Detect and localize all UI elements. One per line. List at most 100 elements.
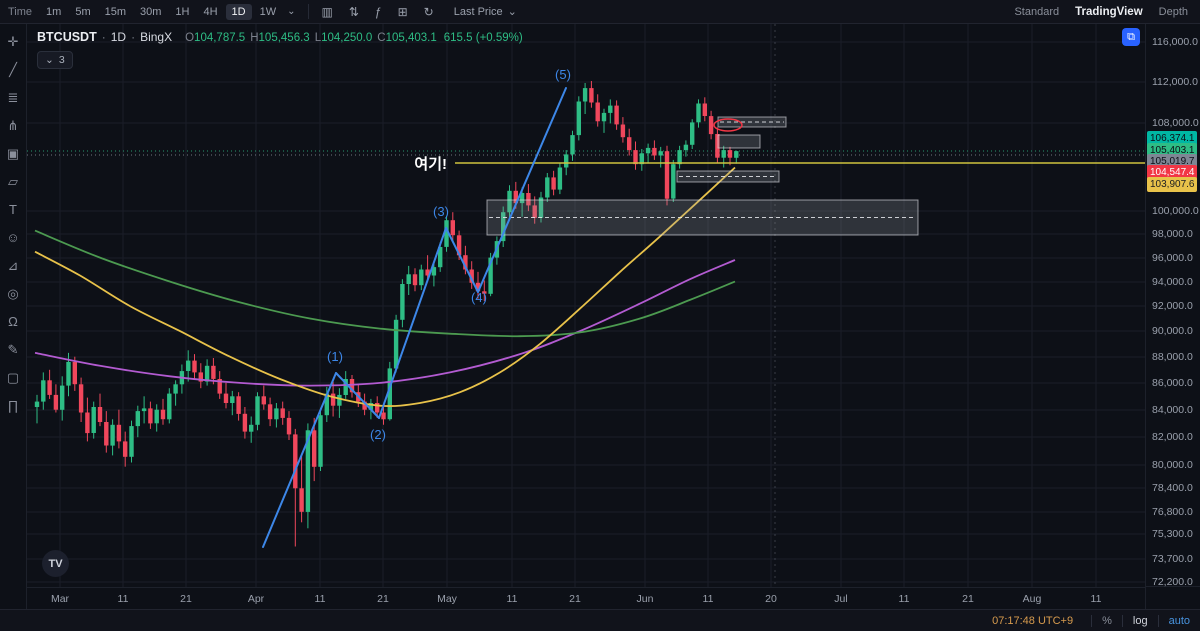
auto-scale-button[interactable]: auto [1168, 614, 1190, 627]
timeframe-15m[interactable]: 15m [99, 4, 132, 20]
last-price-label: Last Price [453, 5, 503, 18]
grid-layout-icon[interactable]: ⊞ [397, 4, 408, 19]
lock-icon[interactable]: ▢ [6, 370, 20, 385]
time-axis-label: 11 [702, 593, 714, 605]
fib-retracement-icon[interactable]: ≣ [7, 90, 19, 105]
chart-area: 여기! (1) (2) (3) (4) (5) BTCUSDT · 1D · BingX … [27, 24, 1145, 609]
timeframe-5m[interactable]: 5m [69, 4, 96, 20]
standard-mode-button[interactable]: Standard [1014, 5, 1060, 18]
trash-icon[interactable]: ∏ [7, 398, 19, 413]
text-tool-icon[interactable]: T [9, 202, 17, 217]
top-toolbar: Time 1m 5m 15m 30m 1H 4H 1D 1W ⌄ ▥ ⇅ ƒ ⊞ ↻ Last Pri… [0, 0, 1200, 24]
brush-icon[interactable]: ▱ [8, 174, 18, 189]
zoom-icon[interactable]: ◎ [7, 286, 19, 301]
time-axis-label: Apr [247, 593, 265, 605]
axis-corner [1146, 586, 1200, 609]
time-axis-label: 20 [765, 593, 777, 605]
status-bar: 07:17:48 UTC+9 % log auto [0, 609, 1200, 631]
time-axis-label: 11 [314, 593, 326, 605]
timeframe-1D[interactable]: 1D [225, 3, 252, 20]
clock[interactable]: 07:17:48 UTC+9 [992, 614, 1074, 627]
time-axis-label: 21 [569, 593, 581, 605]
shapes-icon[interactable]: ▣ [6, 146, 20, 161]
ohlc-values: O 104,787.5 H 105,456.3 L 104,250.0 C 105,403.1 [185, 32, 437, 44]
time-axis[interactable]: Mar 11 21 Apr 11 21 May 11 21 Jun 11 20 Jul 11 21 Aug 11 [27, 587, 1145, 610]
price-axis-label: 84,000.0 [1152, 404, 1193, 416]
symbol-name: BTCUSDT [37, 30, 97, 44]
chart-legend: BTCUSDT · 1D · BingX O 104,787.5 H 105,456.… [37, 30, 523, 69]
edit-icon[interactable]: ✎ [7, 342, 19, 357]
time-label: Time [8, 5, 33, 18]
price-axis-label: 82,000.0 [1152, 431, 1193, 443]
price-axis-label: 100,000.0 [1152, 205, 1199, 217]
refresh-icon[interactable]: ↻ [423, 4, 434, 19]
price-axis-label: 75,300.0 [1152, 528, 1193, 540]
trendline-icon[interactable]: ╱ [9, 62, 17, 77]
price-axis-label: 108,000.0 [1152, 117, 1199, 129]
timeframe-30m[interactable]: 30m [134, 4, 167, 20]
ma-green-line[interactable] [34, 229, 736, 338]
price-axis-label: 78,400.0 [1152, 482, 1193, 494]
price-axis-label: 90,000.0 [1152, 325, 1193, 337]
chart-style-icon[interactable]: ▥ [321, 4, 333, 19]
ohlc-value: 104,787.5 [194, 32, 246, 44]
last-price-dropdown[interactable]: Last Price ⌄ [453, 5, 517, 19]
indicators-collapse-button[interactable]: ⌄ 3 [37, 51, 73, 69]
ohlc-value: 105,456.3 [258, 32, 310, 44]
price-axis-label: 76,800.0 [1152, 506, 1193, 518]
ma-yellow-line[interactable] [34, 166, 736, 407]
wave-label: (5) [555, 67, 571, 82]
measure-icon[interactable]: ⊿ [7, 258, 19, 273]
timeframe-1m[interactable]: 1m [40, 4, 67, 20]
grid-lines [27, 24, 1145, 587]
price-tag: 104,547.4 [1147, 165, 1197, 180]
log-scale-button[interactable]: log [1132, 614, 1148, 627]
supply-zone-boxes[interactable] [486, 116, 919, 236]
indicators-icon[interactable]: ƒ [374, 4, 382, 19]
emoji-icon[interactable]: ☺ [6, 230, 20, 245]
timeframe-1H[interactable]: 1H [169, 4, 195, 20]
wave-label: (3) [433, 204, 449, 219]
time-axis-label: Jun [636, 593, 654, 605]
price-axis-label: 94,000.0 [1152, 276, 1193, 288]
statusbar-divider [1157, 614, 1159, 627]
timeframe-dropdown-caret[interactable]: ⌄ [287, 6, 296, 17]
time-axis-label: May [437, 593, 457, 605]
tradingview-logo[interactable]: TV [42, 550, 69, 577]
chart-mode-switcher: Standard TradingView Depth [1014, 6, 1192, 18]
price-axis-label: 116,000.0 [1152, 36, 1198, 48]
panel-toggle-button[interactable]: ⧉ [1122, 28, 1140, 46]
price-axis[interactable]: 116,000.0 112,000.0 108,000.0 100,000.0 98,0… [1146, 24, 1200, 588]
price-axis-label: 96,000.0 [1152, 252, 1193, 264]
tradingview-logo-text: TV [48, 557, 63, 570]
elliott-wave-drawing[interactable]: (1) (2) (3) (4) (5) [262, 67, 571, 548]
chevron-down-icon: ⌄ [507, 6, 517, 18]
indicators-count: 3 [58, 54, 65, 66]
time-axis-label: 11 [1090, 593, 1102, 605]
price-change: 615.5 (+0.59%) [443, 32, 523, 44]
horizontal-line-drawing[interactable]: 여기! [414, 156, 1145, 173]
tradingview-mode-button[interactable]: TradingView [1075, 5, 1143, 18]
ma-purple-line[interactable] [34, 259, 736, 387]
timeframe-4H[interactable]: 4H [197, 4, 223, 20]
price-axis-label: 72,200.0 [1152, 576, 1193, 588]
price-dotted-lines [27, 150, 1145, 156]
crosshair-icon[interactable]: ✛ [7, 34, 19, 49]
statusbar-divider [1121, 614, 1123, 627]
price-axis-label: 88,000.0 [1152, 351, 1193, 363]
symbol-legend[interactable]: BTCUSDT · 1D · BingX O 104,787.5 H 105,456.… [37, 30, 523, 44]
price-axis-label: 92,000.0 [1152, 300, 1193, 312]
price-axis-column: 116,000.0 112,000.0 108,000.0 100,000.0 98,0… [1145, 24, 1200, 609]
pitchfork-icon[interactable]: ⋔ [7, 118, 19, 133]
highlight-ellipse[interactable] [713, 118, 743, 132]
price-chart[interactable]: 여기! (1) (2) (3) (4) (5) [27, 24, 1145, 587]
compare-icon[interactable]: ⇅ [348, 4, 359, 19]
magnet-icon[interactable]: Ω [8, 314, 18, 329]
price-axis-label: 73,700.0 [1152, 553, 1193, 565]
percent-scale-button[interactable]: % [1102, 614, 1112, 627]
depth-mode-button[interactable]: Depth [1158, 5, 1188, 18]
timeframe-1W[interactable]: 1W [254, 4, 283, 20]
price-tag: 103,907.6 [1147, 177, 1197, 192]
time-axis-label: 21 [377, 593, 389, 605]
